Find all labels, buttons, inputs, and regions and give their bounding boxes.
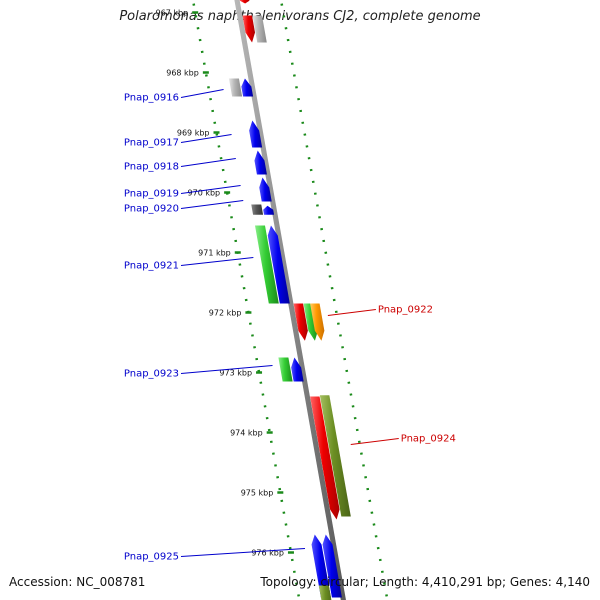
kbp-tick-label: 975 kbp [241, 489, 274, 498]
gene-feature-forward-darkgray[interactable] [251, 204, 264, 215]
accession-text: Accession: NC_008781 [9, 575, 146, 589]
kbp-tick-label: 974 kbp [230, 429, 263, 438]
gene-features [228, 0, 351, 600]
kbp-tick-label: 968 kbp [166, 69, 199, 78]
gene-feature-reverse-olive[interactable] [319, 395, 351, 517]
gene-label-leader [350, 438, 399, 445]
gene-label-leader [327, 309, 376, 316]
map-title: Polaromonas naphthalenivorans CJ2, compl… [119, 9, 481, 24]
kbp-tick-label: 970 kbp [188, 189, 221, 198]
gene-feature-reverse-red[interactable] [242, 15, 256, 43]
gene-feature-reverse-red[interactable] [310, 396, 340, 520]
kbp-tick-label: 976 kbp [251, 549, 284, 558]
genome-backbone [234, 0, 346, 600]
gene-label-leader [180, 548, 305, 557]
gene-feature-reverse-gray[interactable] [252, 15, 267, 43]
gene-feature-forward-gray[interactable] [228, 78, 243, 97]
gene-feature-forward-blue[interactable] [263, 205, 275, 215]
kbp-tick-label: 972 kbp [209, 309, 242, 318]
gene-label-leader [180, 365, 273, 374]
kbp-tick-label: 967 kbp [156, 9, 189, 18]
gene-label-leader [180, 158, 236, 167]
gene-label-leader [180, 89, 224, 98]
gene-feature-reverse-orange[interactable] [310, 303, 325, 341]
gene-feature-reverse-red[interactable] [239, 0, 250, 4]
gene-label-Pnap_0917[interactable]: Pnap_0917 [124, 138, 179, 149]
kbp-tick-label: 973 kbp [219, 369, 252, 378]
gene-feature-reverse-red[interactable] [293, 303, 308, 341]
gene-feature-forward-blue[interactable] [249, 120, 263, 148]
gene-labels: Pnap_0916 Pnap_0917 Pnap_0918 Pnap_0919 Pnap… [124, 89, 456, 563]
gene-label-Pnap_0923[interactable]: Pnap_0923 [124, 369, 179, 380]
gene-feature-forward-green[interactable] [254, 225, 279, 304]
kbp-tick-label: 969 kbp [177, 129, 210, 138]
tick-dot-track-reverse [279, 0, 389, 600]
gene-label-Pnap_0921[interactable]: Pnap_0921 [124, 261, 179, 272]
gene-label-Pnap_0922[interactable]: Pnap_0922 [378, 305, 433, 316]
genome-backbone-line [234, 0, 346, 600]
gene-feature-forward-blue[interactable] [291, 357, 304, 382]
gene-label-Pnap_0925[interactable]: Pnap_0925 [124, 552, 179, 563]
gene-label-Pnap_0918[interactable]: Pnap_0918 [124, 162, 179, 173]
genome-summary-text: Topology: circular; Length: 4,410,291 bp… [260, 575, 590, 589]
kbp-ticks: 967 kbp 968 kbp 969 kbp 970 kbp 971 kbp 972 k… [156, 9, 294, 558]
gene-label-leader [180, 200, 244, 209]
kbp-tick-label: 971 kbp [198, 249, 231, 258]
gene-label-leader [180, 134, 232, 143]
tick-dot-track-forward [191, 0, 301, 600]
gene-feature-forward-blue[interactable] [322, 534, 342, 598]
gene-label-leader [180, 257, 254, 266]
gene-feature-forward-blue[interactable] [311, 534, 331, 598]
gene-label-Pnap_0920[interactable]: Pnap_0920 [124, 204, 179, 215]
gene-feature-forward-blue[interactable] [259, 177, 272, 202]
gene-feature-forward-green[interactable] [278, 357, 293, 382]
gene-label-Pnap_0919[interactable]: Pnap_0919 [124, 189, 179, 200]
tick-dot-tracks [191, 0, 389, 600]
gene-feature-forward-blue[interactable] [254, 150, 267, 175]
gene-label-Pnap_0916[interactable]: Pnap_0916 [124, 93, 179, 104]
gene-feature-forward-olive[interactable] [318, 585, 333, 600]
gene-feature-forward-blue[interactable] [267, 225, 290, 304]
gene-feature-forward-blue[interactable] [241, 78, 254, 97]
gene-label-leader [180, 185, 241, 194]
gene-label-Pnap_0924[interactable]: Pnap_0924 [401, 434, 456, 445]
